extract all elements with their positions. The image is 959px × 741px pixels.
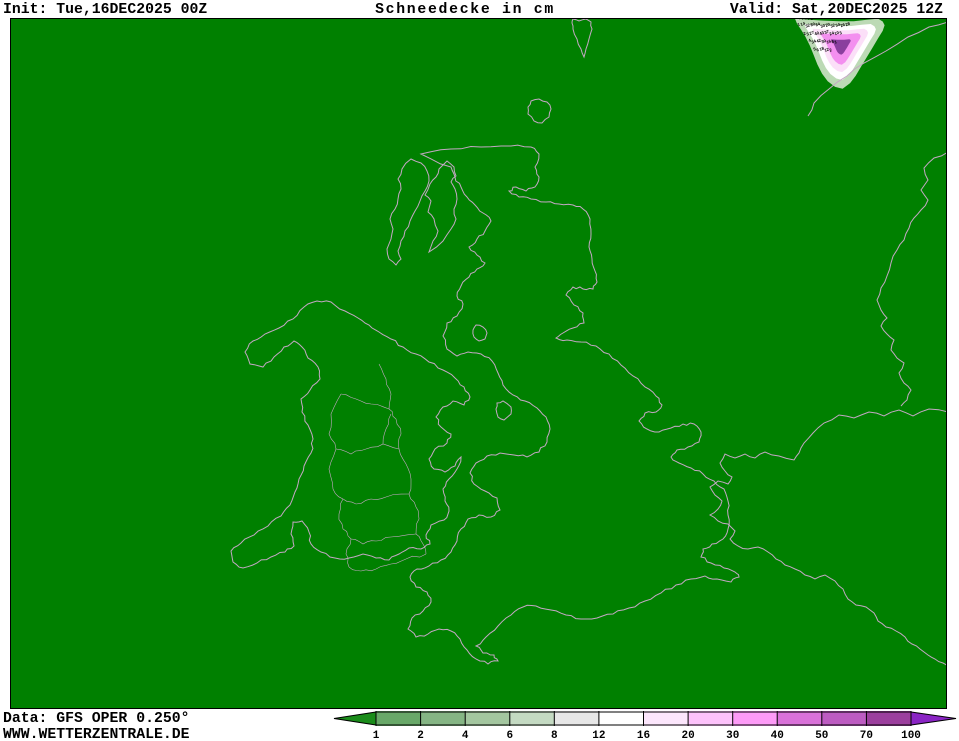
svg-text:12: 12 (592, 730, 605, 741)
svg-text:2: 2 (417, 730, 424, 741)
svg-text:1: 1 (373, 730, 380, 741)
svg-text:6: 6 (506, 730, 513, 741)
svg-text:20: 20 (681, 730, 694, 741)
svg-text:70: 70 (860, 730, 873, 741)
svg-text:16: 16 (637, 730, 650, 741)
svg-text:100: 100 (901, 730, 921, 741)
svg-text:30: 30 (726, 730, 739, 741)
svg-text:4: 4 (462, 730, 469, 741)
svg-text:40: 40 (771, 730, 784, 741)
svg-text:8: 8 (551, 730, 558, 741)
svg-text:50: 50 (815, 730, 828, 741)
